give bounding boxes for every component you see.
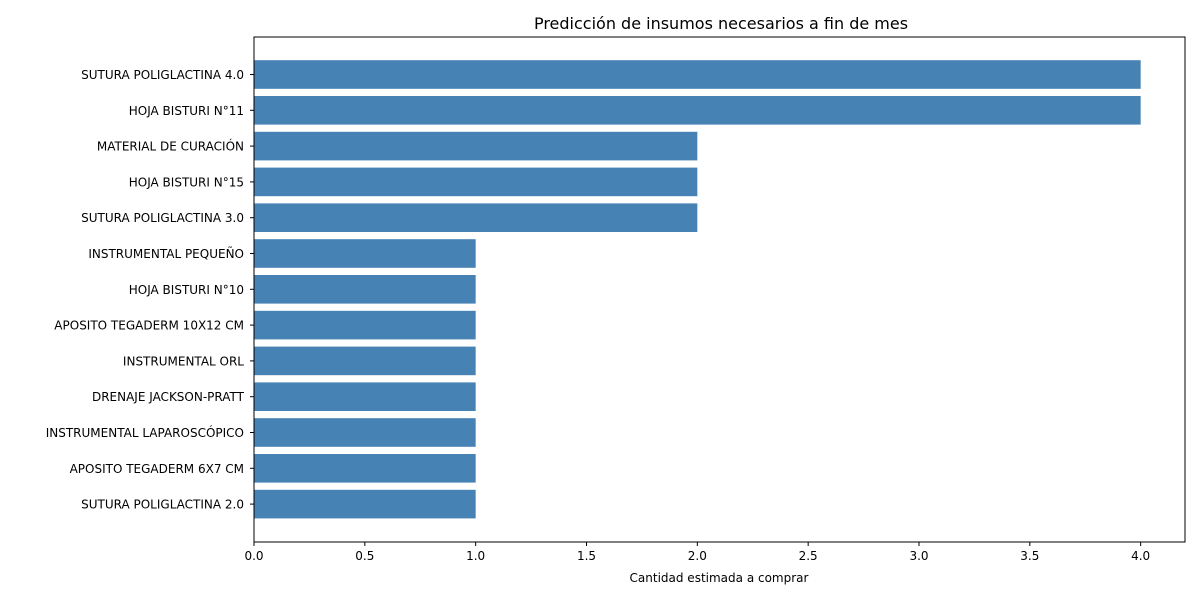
bar — [254, 167, 698, 197]
bar — [254, 382, 476, 411]
x-tick-label: 2.5 — [799, 549, 818, 563]
y-tick-label: HOJA BISTURI N°10 — [129, 283, 244, 297]
bar — [254, 418, 476, 447]
bar — [254, 239, 476, 268]
x-tick-label: 3.0 — [909, 549, 928, 563]
x-tick-label: 4.0 — [1131, 549, 1150, 563]
y-tick-label: HOJA BISTURI N°11 — [129, 104, 244, 118]
x-tick-label: 2.0 — [688, 549, 707, 563]
y-tick-label: APOSITO TEGADERM 10X12 CM — [54, 319, 244, 333]
y-tick-label: SUTURA POLIGLACTINA 2.0 — [81, 498, 244, 512]
bar — [254, 454, 476, 483]
y-tick-label: INSTRUMENTAL LAPAROSCÓPICO — [46, 425, 244, 440]
x-tick-label: 1.5 — [577, 549, 596, 563]
bar — [254, 203, 698, 232]
x-axis-label: Cantidad estimada a comprar — [630, 571, 809, 585]
y-tick-label: SUTURA POLIGLACTINA 3.0 — [81, 211, 244, 225]
y-tick-label: SUTURA POLIGLACTINA 4.0 — [81, 68, 244, 82]
x-tick-label: 0.5 — [355, 549, 374, 563]
y-tick-label: MATERIAL DE CURACIÓN — [97, 139, 244, 154]
y-tick-label: INSTRUMENTAL PEQUEÑO — [88, 246, 244, 261]
bar — [254, 310, 476, 340]
x-tick-label: 0.0 — [244, 549, 263, 563]
y-axis-ticks: SUTURA POLIGLACTINA 4.0 HOJA BISTURI N°11… — [46, 68, 254, 512]
plot-frame — [253, 36, 1186, 543]
bar — [254, 346, 476, 376]
y-tick-label: DRENAJE JACKSON-PRATT — [92, 390, 245, 404]
y-tick-label: APOSITO TEGADERM 6X7 CM — [70, 462, 244, 476]
x-axis-ticks: 0.0 0.5 1.0 1.5 2.0 2.5 3.0 3.5 4.0 — [244, 542, 1150, 563]
x-tick-label: 1.0 — [466, 549, 485, 563]
bars-layer — [254, 60, 1141, 519]
chart-title: Predicción de insumos necesarios a fin d… — [534, 14, 908, 33]
bar — [254, 60, 1141, 89]
bar — [254, 131, 698, 161]
bar — [254, 96, 1141, 125]
bar — [254, 489, 476, 519]
x-tick-label: 3.5 — [1020, 549, 1039, 563]
y-tick-label: INSTRUMENTAL ORL — [123, 354, 244, 368]
y-tick-label: HOJA BISTURI N°15 — [129, 175, 244, 189]
bar — [254, 275, 476, 304]
